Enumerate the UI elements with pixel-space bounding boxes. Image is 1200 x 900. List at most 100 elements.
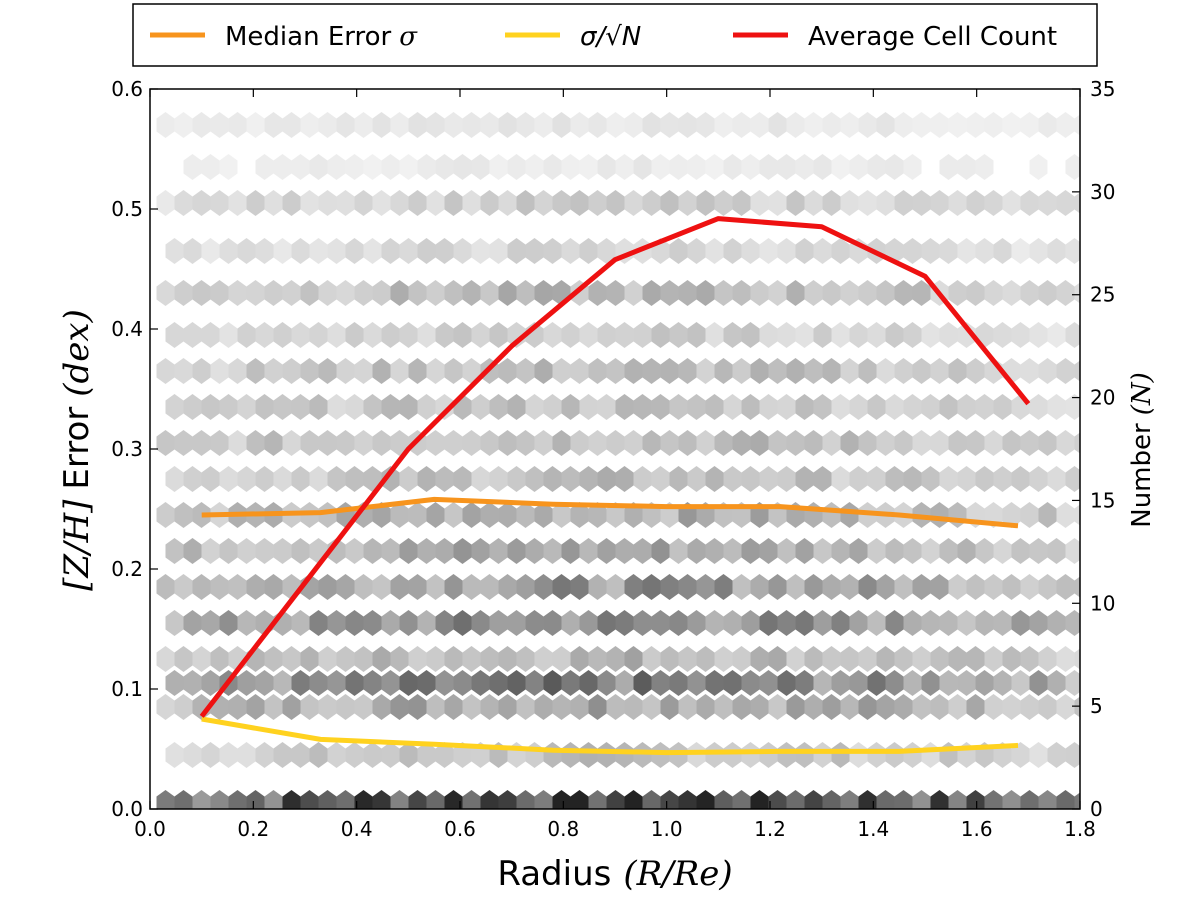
hexbin-cell — [975, 670, 994, 696]
y-left-tick-label: 0.1 — [111, 677, 143, 701]
hexbin-cell — [1074, 696, 1080, 718]
hexbin-cell — [390, 790, 409, 809]
hexbin-cell — [741, 466, 760, 492]
hexbin-cell — [246, 574, 265, 600]
hexbin-cell — [192, 280, 211, 306]
hexbin-cell — [336, 790, 355, 809]
hexbin-cell — [831, 154, 850, 180]
hexbin-cell — [786, 646, 805, 672]
hexbin-cell — [390, 694, 409, 720]
hexbin-cell — [390, 280, 409, 306]
hexbin-cell — [858, 112, 877, 138]
hexbin-cell — [579, 322, 598, 348]
hexbin-cell — [741, 742, 760, 768]
hexbin-cell — [840, 358, 859, 384]
hexbin-cell — [858, 790, 877, 809]
hexbin-cell — [894, 358, 913, 384]
hexbin-cell — [867, 466, 886, 492]
hexbin-cell — [921, 394, 940, 420]
hexbin-cell — [426, 430, 445, 456]
hexbin-cell — [345, 670, 364, 696]
hexbin-cell — [534, 358, 553, 384]
hexbin-cell — [1020, 190, 1039, 216]
hexbin-cell — [246, 190, 265, 216]
hexbin-cell — [633, 154, 652, 180]
hexbin-cell — [399, 610, 418, 636]
hexbin-cell — [885, 742, 904, 768]
hexbin-cell — [498, 646, 517, 672]
hexbin-cell — [984, 646, 1003, 672]
hexbin-cell — [822, 358, 841, 384]
hexbin-cell — [588, 358, 607, 384]
hexbin-cell — [273, 322, 292, 348]
hexbin-cell — [660, 280, 679, 306]
hexbin-cell — [507, 394, 526, 420]
hexbin-cell — [966, 112, 985, 138]
x-tick-label: 0.2 — [237, 817, 269, 841]
hexbin-cell — [1020, 112, 1039, 138]
hexbin-cell — [219, 742, 238, 768]
hexbin-cell — [282, 112, 301, 138]
hexbin-cell — [516, 502, 535, 528]
y-right-tick-label: 20 — [1090, 386, 1115, 410]
hexbin-cell — [255, 466, 274, 492]
hexbin-cell — [507, 238, 526, 264]
hexbin-cell — [426, 646, 445, 672]
hexbin-cell — [813, 742, 832, 768]
hexbin-cell — [282, 646, 301, 672]
hexbin-cell — [795, 670, 814, 696]
hexbin-cell — [1056, 190, 1075, 216]
hexbin-cell — [633, 670, 652, 696]
hexbin-cell — [228, 190, 247, 216]
hexbin-cell — [381, 670, 400, 696]
hexbin-cell — [1038, 502, 1057, 528]
hexbin-cell — [1084, 322, 1102, 348]
hexbin-cell — [777, 742, 796, 768]
hexbin-cell — [660, 694, 679, 720]
hexbin-cell — [300, 790, 319, 809]
hexbin-cell — [723, 742, 742, 768]
hexbin-cell — [723, 466, 742, 492]
hexbin-cell — [1038, 574, 1057, 600]
hexbin-cell — [300, 280, 319, 306]
hexbin-cell — [1029, 670, 1048, 696]
hexbin-cell — [273, 238, 292, 264]
hexbin-cell — [732, 430, 751, 456]
hexbin-cell — [975, 394, 994, 420]
hexbin-cell — [1011, 670, 1030, 696]
hexbin-cell — [813, 538, 832, 564]
y-left-tick-label: 0.6 — [111, 77, 143, 101]
hexbin-cell — [1002, 790, 1021, 809]
series-line-1 — [201, 716, 1019, 756]
hexbin-cell — [876, 430, 895, 456]
hexbin-cell — [786, 790, 805, 809]
hexbin-cell — [768, 790, 787, 809]
hexbin-cell — [687, 466, 706, 492]
hexbin-cell — [1065, 154, 1080, 180]
hexbin-cell — [768, 694, 787, 720]
hexbin-cell — [732, 280, 751, 306]
hexbin-cell — [399, 322, 418, 348]
hexbin-cell — [705, 670, 724, 696]
hexbin-cell — [408, 358, 427, 384]
hexbin-cell — [678, 112, 697, 138]
hexbin-cell — [957, 610, 976, 636]
hexbin-cell — [318, 502, 337, 528]
hexbin-cell — [327, 742, 346, 768]
hexbin-cell — [219, 322, 238, 348]
hexbin-cell — [885, 322, 904, 348]
hexbin-cell — [543, 154, 562, 180]
hexbin-cell — [669, 742, 688, 768]
hexbin-cell — [1056, 112, 1075, 138]
hexbin-cell — [462, 502, 481, 528]
hexbin-cell — [687, 322, 706, 348]
hexbin-cell — [660, 574, 679, 600]
hexbin-cell — [1011, 238, 1030, 264]
hexbin-cell — [588, 280, 607, 306]
hexbin-cell — [552, 502, 571, 528]
hexbin-cell — [264, 190, 283, 216]
hexbin-cell — [192, 430, 211, 456]
hexbin-cell — [201, 742, 220, 768]
hexbin-cell — [327, 670, 346, 696]
hexbin-cell — [372, 190, 391, 216]
